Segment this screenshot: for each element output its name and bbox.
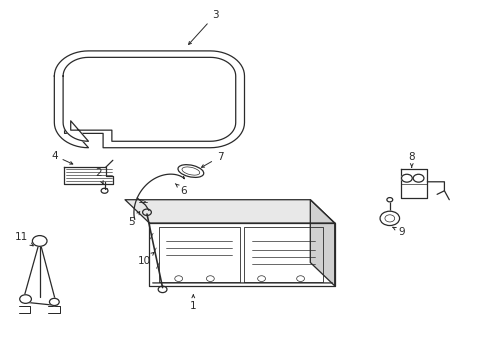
- Circle shape: [386, 198, 392, 202]
- Text: 3: 3: [188, 10, 218, 44]
- Polygon shape: [310, 200, 334, 286]
- Polygon shape: [22, 241, 57, 306]
- Ellipse shape: [178, 165, 203, 177]
- Text: 8: 8: [407, 152, 414, 167]
- Polygon shape: [64, 167, 113, 184]
- Text: 6: 6: [175, 184, 186, 196]
- Text: 10: 10: [138, 252, 154, 266]
- Polygon shape: [125, 200, 334, 223]
- Text: 9: 9: [392, 227, 404, 237]
- Polygon shape: [63, 57, 235, 141]
- Text: 7: 7: [201, 152, 223, 167]
- Circle shape: [379, 211, 399, 226]
- Polygon shape: [400, 169, 427, 198]
- Text: 1: 1: [190, 295, 196, 311]
- Circle shape: [384, 215, 394, 222]
- Circle shape: [401, 174, 411, 182]
- Circle shape: [32, 235, 47, 246]
- Circle shape: [20, 295, 31, 303]
- Text: 2: 2: [95, 168, 103, 184]
- Text: 4: 4: [51, 150, 73, 164]
- Polygon shape: [54, 51, 244, 148]
- Circle shape: [49, 298, 59, 306]
- Circle shape: [412, 174, 423, 182]
- Text: 5: 5: [128, 212, 140, 227]
- Text: 11: 11: [15, 232, 33, 246]
- Polygon shape: [149, 223, 334, 286]
